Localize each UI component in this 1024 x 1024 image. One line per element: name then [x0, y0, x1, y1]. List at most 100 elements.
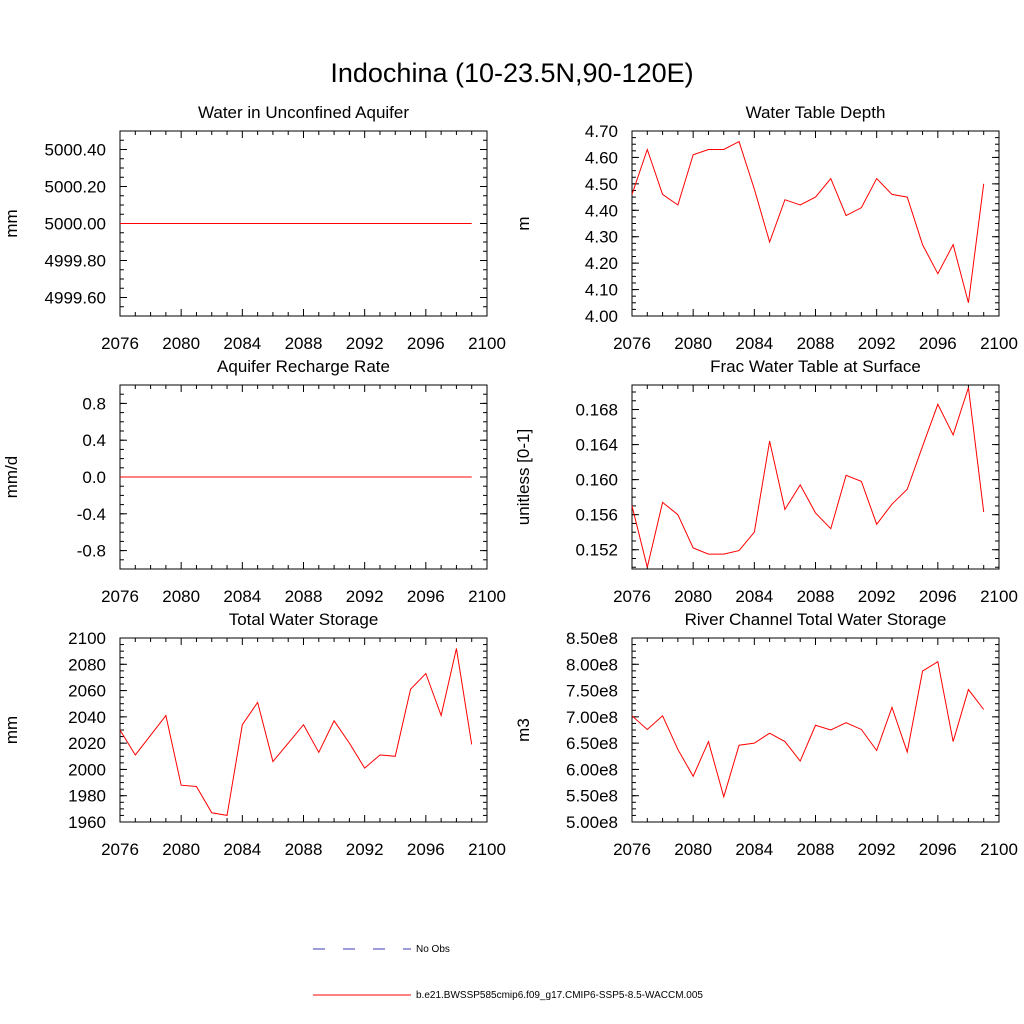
y-tick-label: 2100: [68, 629, 106, 648]
x-tick-label: 2088: [797, 587, 835, 606]
panel-title: Total Water Storage: [229, 610, 379, 629]
x-tick-label: 2076: [613, 334, 651, 353]
y-tick-label: 2060: [68, 682, 106, 701]
x-tick-label: 2096: [919, 840, 957, 859]
y-tick-label: 6.00e8: [566, 760, 618, 779]
y-tick-label: 0.164: [575, 436, 618, 455]
y-tick-label: 0.156: [575, 506, 618, 525]
y-axis-label: mm/d: [2, 456, 21, 499]
x-tick-label: 2076: [101, 334, 139, 353]
x-tick-label: 2076: [101, 840, 139, 859]
panel-5: Total Water Storage mm 2076 2080 2084 2088 209…: [2, 610, 506, 859]
x-tick-label: 2084: [223, 587, 261, 606]
x-tick-label: 2084: [735, 587, 773, 606]
x-tick-label: 2088: [285, 334, 323, 353]
plot-frame: [631, 384, 1000, 570]
y-tick-label: 5000.00: [45, 215, 106, 234]
x-tick-label: 2076: [613, 840, 651, 859]
y-tick-label: 4999.80: [45, 252, 106, 271]
legend: No Obs b.e21.BWSSP585cmip6.f09_g17.CMIP6…: [313, 944, 703, 1001]
x-tick-label: 2080: [162, 840, 200, 859]
plot-frame: [631, 637, 1000, 823]
y-tick-label: 4.30: [585, 228, 618, 247]
y-tick-label: 5000.20: [45, 178, 106, 197]
plot-frame: [119, 637, 488, 823]
y-tick-label: 8.00e8: [566, 655, 618, 674]
y-tick-label: -0.4: [77, 505, 106, 524]
panel-title: Aquifer Recharge Rate: [217, 357, 390, 376]
y-axis-label: mm: [2, 716, 21, 744]
y-tick-label: 7.00e8: [566, 708, 618, 727]
y-tick-label: 5.00e8: [566, 813, 618, 832]
panel-title: Water Table Depth: [746, 103, 886, 122]
x-tick-label: 2100: [980, 587, 1018, 606]
y-tick-label: 2040: [68, 708, 106, 727]
y-tick-label: 0.168: [575, 401, 618, 420]
x-tick-label: 2088: [797, 840, 835, 859]
legend-label-model: b.e21.BWSSP585cmip6.f09_g17.CMIP6-SSP5-8…: [416, 990, 703, 1001]
series-line-model: [631, 660, 985, 799]
x-tick-label: 2092: [858, 334, 896, 353]
x-tick-label: 2084: [735, 334, 773, 353]
y-tick-label: 4.50: [585, 175, 618, 194]
y-tick-label: 5000.40: [45, 141, 106, 160]
y-axis-label: m3: [514, 718, 533, 742]
x-tick-label: 2084: [223, 840, 261, 859]
y-tick-label: -0.8: [77, 542, 106, 561]
panel-2: Water Table Depth m 2076 2080 2084 2088 2092 20…: [514, 103, 1018, 353]
x-tick-label: 2100: [980, 840, 1018, 859]
series-line-model: [119, 648, 473, 817]
plot-frame: [631, 130, 1000, 317]
x-tick-label: 2088: [285, 840, 323, 859]
y-axis-label: unitless [0-1]: [514, 429, 533, 525]
series-line-model: [631, 140, 985, 303]
x-tick-label: 2076: [613, 587, 651, 606]
x-tick-label: 2096: [919, 587, 957, 606]
x-tick-label: 2088: [797, 334, 835, 353]
y-tick-label: 0.152: [575, 541, 618, 560]
x-tick-label: 2096: [407, 840, 445, 859]
x-tick-label: 2084: [735, 840, 773, 859]
x-tick-label: 2100: [468, 587, 506, 606]
legend-label-no-obs: No Obs: [416, 944, 450, 955]
x-tick-label: 2096: [407, 334, 445, 353]
x-tick-label: 2092: [346, 334, 384, 353]
x-tick-label: 2080: [674, 587, 712, 606]
y-tick-label: 4.10: [585, 281, 618, 300]
y-tick-label: 4.70: [585, 122, 618, 141]
x-tick-label: 2096: [407, 587, 445, 606]
y-tick-label: 1980: [68, 787, 106, 806]
figure-title: Indochina (10-23.5N,90-120E): [330, 58, 693, 88]
x-tick-label: 2092: [346, 587, 384, 606]
x-tick-label: 2100: [980, 334, 1018, 353]
x-tick-label: 2080: [674, 840, 712, 859]
panel-title: Frac Water Table at Surface: [710, 357, 921, 376]
x-tick-label: 2096: [919, 334, 957, 353]
panel-title: River Channel Total Water Storage: [685, 610, 947, 629]
x-tick-label: 2080: [162, 587, 200, 606]
x-tick-label: 2076: [101, 587, 139, 606]
y-axis-label: m: [514, 216, 533, 230]
y-tick-label: 0.4: [82, 431, 106, 450]
y-tick-label: 6.50e8: [566, 734, 618, 753]
panel-1: Water in Unconfined Aquifer mm 2076 2080 208…: [2, 103, 506, 353]
y-tick-label: 4.60: [585, 148, 618, 167]
y-tick-label: 2080: [68, 655, 106, 674]
series-line-model: [631, 387, 985, 568]
x-tick-label: 2080: [674, 334, 712, 353]
y-tick-label: 1960: [68, 813, 106, 832]
y-tick-label: 7.50e8: [566, 682, 618, 701]
y-tick-label: 2000: [68, 760, 106, 779]
y-tick-label: 4.40: [585, 201, 618, 220]
y-tick-label: 0.8: [82, 394, 106, 413]
x-tick-label: 2084: [223, 334, 261, 353]
x-tick-label: 2100: [468, 334, 506, 353]
x-tick-label: 2092: [858, 840, 896, 859]
y-tick-label: 4.00: [585, 307, 618, 326]
y-tick-label: 0.160: [575, 471, 618, 490]
y-tick-label: 4.20: [585, 254, 618, 273]
y-tick-label: 2020: [68, 734, 106, 753]
x-tick-label: 2092: [346, 840, 384, 859]
y-tick-label: 4999.60: [45, 289, 106, 308]
